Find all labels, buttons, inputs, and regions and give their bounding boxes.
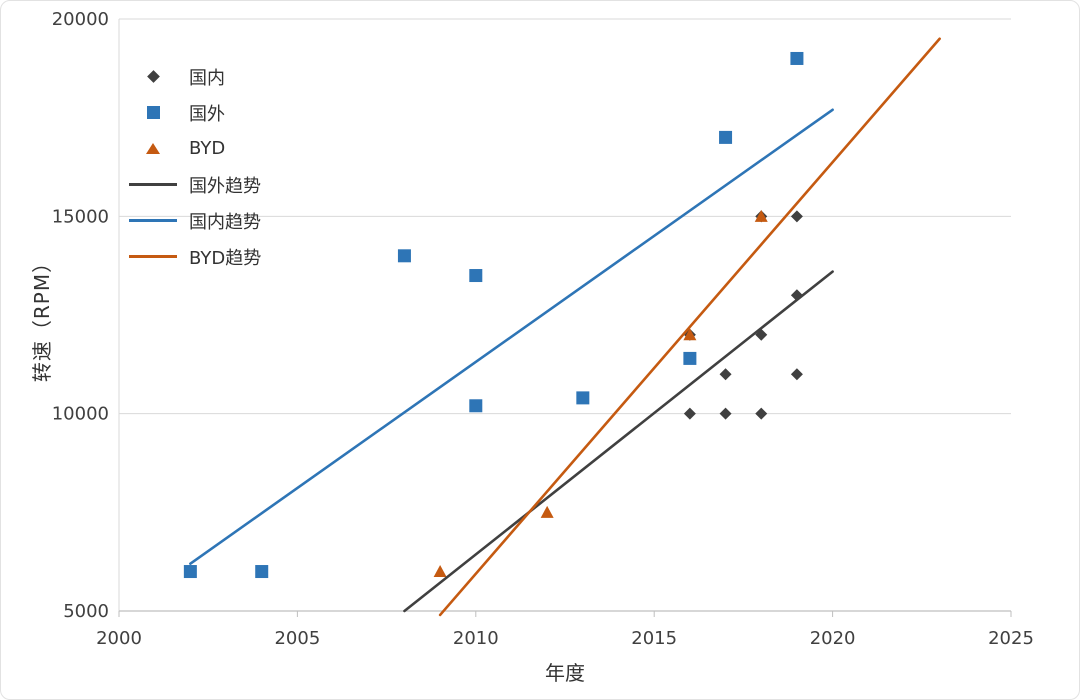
svg-text:15000: 15000 (52, 206, 109, 227)
y-axis-title: 转速（RPM） (30, 251, 54, 383)
legend-label-foreign-trend: 国外趋势 (189, 175, 261, 197)
svg-text:2025: 2025 (988, 628, 1034, 649)
svg-text:5000: 5000 (63, 601, 109, 622)
svg-text:2005: 2005 (274, 628, 320, 649)
svg-text:2000: 2000 (96, 628, 142, 649)
triangle-marker-icon (146, 143, 160, 154)
legend-item-foreign-trend: 国外趋势 (129, 171, 261, 198)
legend-item-foreign: 国外 (129, 99, 261, 126)
black-trendline-icon (129, 183, 177, 186)
svg-text:20000: 20000 (52, 9, 109, 30)
legend-item-domestic: 国内 (129, 63, 261, 90)
chart-legend: 国内 国外 BYD 国外趋势 国内趋势 BYD趋势 (129, 63, 261, 270)
legend-item-byd: BYD (129, 135, 261, 162)
legend-item-domestic-trend: 国内趋势 (129, 207, 261, 234)
legend-label-byd-trend: BYD趋势 (189, 247, 262, 269)
legend-label-domestic: 国内 (189, 67, 225, 89)
legend-item-byd-trend: BYD趋势 (129, 243, 261, 270)
svg-text:2020: 2020 (810, 628, 856, 649)
orange-trendline-icon (129, 255, 177, 258)
x-axis-title: 年度 (545, 661, 585, 685)
svg-text:10000: 10000 (52, 404, 109, 425)
blue-trendline-icon (129, 219, 177, 222)
svg-text:2010: 2010 (453, 628, 499, 649)
legend-label-foreign: 国外 (189, 103, 225, 125)
svg-text:2015: 2015 (631, 628, 677, 649)
square-marker-icon (146, 106, 160, 119)
legend-label-byd: BYD (189, 138, 226, 159)
legend-label-domestic-trend: 国内趋势 (189, 211, 261, 233)
diamond-marker-icon (146, 70, 160, 83)
